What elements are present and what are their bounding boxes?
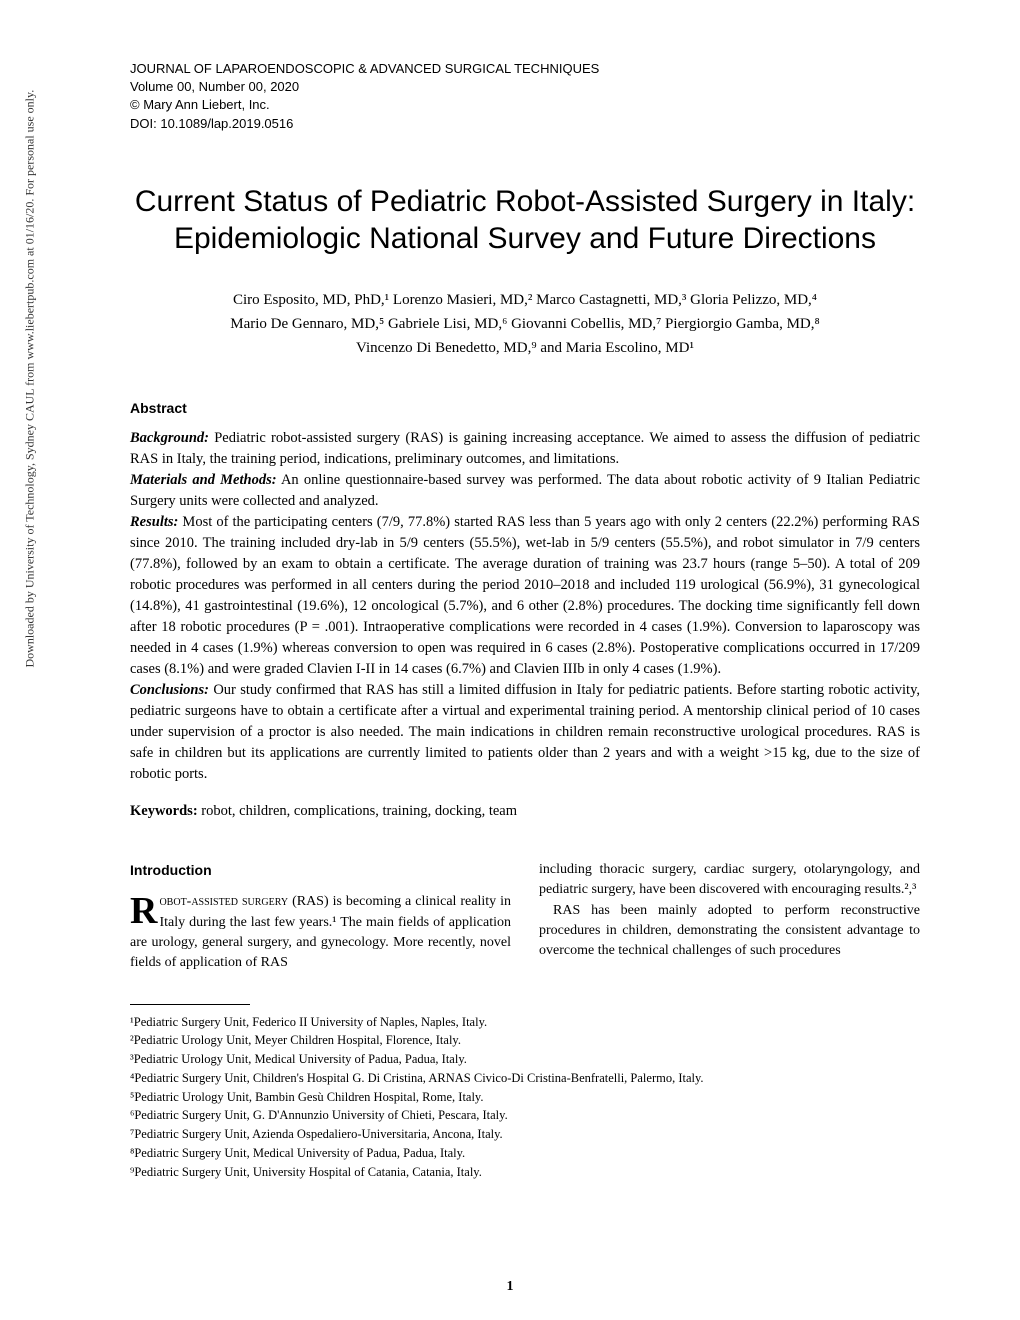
intro-col2-p1: including thoracic surgery, cardiac surg…: [539, 860, 920, 901]
publisher-info: © Mary Ann Liebert, Inc.: [130, 96, 920, 114]
download-notice: Downloaded by University of Technology, …: [23, 90, 38, 668]
results-text: Most of the participating centers (7/9, …: [130, 514, 920, 677]
journal-header: JOURNAL OF LAPAROENDOSCOPIC & ADVANCED S…: [130, 60, 920, 133]
journal-name: JOURNAL OF LAPAROENDOSCOPIC & ADVANCED S…: [130, 60, 920, 78]
authors-line-1: Ciro Esposito, MD, PhD,¹ Lorenzo Masieri…: [130, 288, 920, 312]
authors-block: Ciro Esposito, MD, PhD,¹ Lorenzo Masieri…: [130, 288, 920, 360]
conclusions-text: Our study confirmed that RAS has still a…: [130, 682, 920, 782]
keywords-block: Keywords: robot, children, complications…: [130, 803, 920, 820]
keywords-label: Keywords:: [130, 803, 198, 819]
smallcaps-lead: obot-assisted surgery: [159, 894, 288, 909]
intro-paragraph-1: Robot-assisted surgery (RAS) is becoming…: [130, 892, 511, 973]
article-title: Current Status of Pediatric Robot-Assist…: [130, 183, 920, 258]
affiliation-3: ³Pediatric Urology Unit, Medical Univers…: [130, 1050, 920, 1069]
intro-col2-p2: RAS has been mainly adopted to perform r…: [539, 901, 920, 962]
authors-line-2: Mario De Gennaro, MD,⁵ Gabriele Lisi, MD…: [130, 312, 920, 336]
affiliation-5: ⁵Pediatric Urology Unit, Bambin Gesù Chi…: [130, 1088, 920, 1107]
page-number: 1: [0, 1279, 1020, 1295]
results-label: Results:: [130, 514, 178, 530]
affiliation-6: ⁶Pediatric Surgery Unit, G. D'Annunzio U…: [130, 1106, 920, 1125]
affiliation-4: ⁴Pediatric Surgery Unit, Children's Hosp…: [130, 1069, 920, 1088]
methods-label: Materials and Methods:: [130, 472, 277, 488]
abstract-heading: Abstract: [130, 400, 920, 416]
affiliation-2: ²Pediatric Urology Unit, Meyer Children …: [130, 1031, 920, 1050]
introduction-heading: Introduction: [130, 860, 511, 880]
affiliations-block: ¹Pediatric Surgery Unit, Federico II Uni…: [130, 1013, 920, 1182]
affiliation-7: ⁷Pediatric Surgery Unit, Azienda Ospedal…: [130, 1125, 920, 1144]
background-label: Background:: [130, 430, 209, 446]
keywords-text: robot, children, complications, training…: [198, 803, 517, 819]
body-columns: Introduction Robot-assisted surgery (RAS…: [130, 860, 920, 973]
left-column: Introduction Robot-assisted surgery (RAS…: [130, 860, 511, 973]
right-column: including thoracic surgery, cardiac surg…: [539, 860, 920, 973]
authors-line-3: Vincenzo Di Benedetto, MD,⁹ and Maria Es…: [130, 336, 920, 360]
conclusions-label: Conclusions:: [130, 682, 209, 698]
dropcap: R: [130, 892, 159, 927]
affiliation-9: ⁹Pediatric Surgery Unit, University Hosp…: [130, 1163, 920, 1182]
affiliation-1: ¹Pediatric Surgery Unit, Federico II Uni…: [130, 1013, 920, 1032]
volume-info: Volume 00, Number 00, 2020: [130, 78, 920, 96]
background-text: Pediatric robot-assisted surgery (RAS) i…: [130, 430, 920, 467]
doi-info: DOI: 10.1089/lap.2019.0516: [130, 115, 920, 133]
affiliation-8: ⁸Pediatric Surgery Unit, Medical Univers…: [130, 1144, 920, 1163]
abstract-body: Background: Pediatric robot-assisted sur…: [130, 428, 920, 785]
affiliation-divider: [130, 1004, 250, 1005]
